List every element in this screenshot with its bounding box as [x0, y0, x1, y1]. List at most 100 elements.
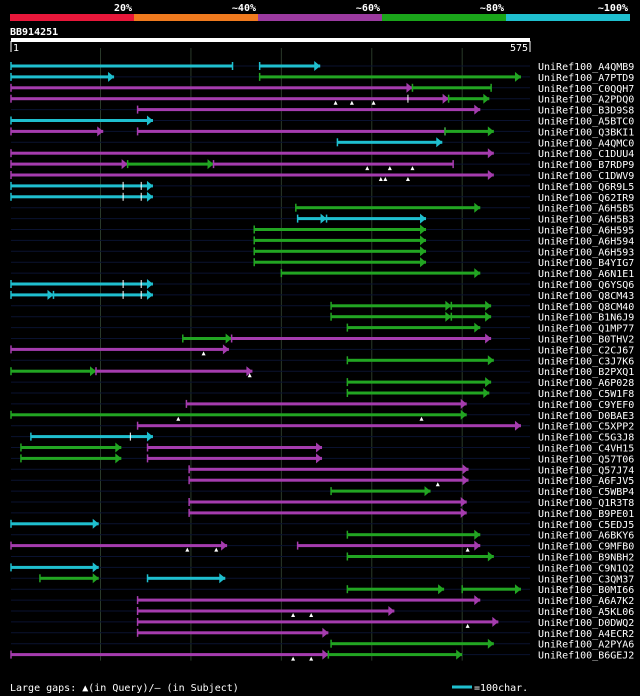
- hit-row: UniRef100_A6H5B3: [11, 213, 634, 226]
- hit-label: UniRef100_C5G3J8: [538, 433, 634, 444]
- hit-label: UniRef100_C1DUU4: [538, 149, 634, 160]
- hit-row: UniRef100_A4QMB9: [10, 61, 634, 73]
- segment-end-arrow: [474, 595, 481, 606]
- hit-label: UniRef100_A6H593: [538, 247, 634, 258]
- footer-left-text: Large gaps: ▲(in Query)/— (in Subject): [10, 683, 239, 694]
- query-gap-marker: [410, 166, 415, 171]
- segment-end-arrow: [474, 268, 481, 279]
- segment-end-arrow: [460, 409, 467, 420]
- segment-end-arrow: [316, 442, 323, 453]
- hit-segment: [331, 304, 452, 308]
- hit-segment: [281, 271, 481, 275]
- hit-label: UniRef100_A5KL06: [538, 607, 634, 618]
- hit-segment: [347, 358, 494, 362]
- hit-segment: [147, 446, 323, 449]
- segment-end-arrow: [436, 137, 443, 148]
- hit-row: UniRef100_Q57T06: [11, 453, 634, 465]
- segment-end-arrow: [485, 377, 492, 388]
- segment-end-arrow: [225, 333, 232, 344]
- hit-label: UniRef100_A6H595: [538, 226, 634, 237]
- segment-end-arrow: [320, 213, 327, 224]
- hit-label: UniRef100_C3J7K6: [538, 356, 634, 367]
- hit-label: UniRef100_C9N1Q2: [538, 563, 634, 574]
- segment-end-arrow: [438, 584, 445, 595]
- hit-segment: [326, 217, 427, 221]
- segment-end-arrow: [514, 584, 521, 595]
- hit-row: UniRef100_A4QMC0: [11, 137, 634, 149]
- hit-segment: [182, 337, 232, 340]
- hit-row: UniRef100_C2CJ67: [10, 344, 634, 356]
- hit-row: UniRef100_A6FJV5: [11, 475, 634, 487]
- hit-segment: [259, 64, 321, 68]
- hit-segment: [53, 293, 153, 297]
- hit-segment: [20, 456, 122, 460]
- hit-row: UniRef100_A2PDQ0: [10, 93, 634, 106]
- query-gap-marker: [419, 416, 424, 421]
- segment-end-arrow: [483, 388, 490, 398]
- segment-end-arrow: [420, 213, 427, 224]
- hit-segment: [347, 391, 490, 395]
- hit-segment: [189, 500, 467, 504]
- hit-label: UniRef100_A7PTD9: [538, 73, 634, 84]
- segment-end-arrow: [420, 246, 427, 257]
- legend-swatch: [10, 14, 134, 21]
- segment-end-arrow: [121, 159, 128, 170]
- hit-segment: [11, 75, 115, 79]
- legend-label: ~100%: [598, 3, 628, 14]
- legend-swatch: [258, 14, 382, 21]
- query-gap-marker: [349, 100, 354, 105]
- hit-segment: [412, 86, 492, 90]
- hit-segment: [189, 478, 469, 482]
- query-gap-marker: [405, 177, 410, 181]
- query-bar: [11, 38, 530, 42]
- segment-end-arrow: [146, 289, 153, 300]
- hit-label: UniRef100_B1N6J9: [538, 313, 634, 324]
- query-gap-marker: [201, 351, 206, 356]
- hit-row: UniRef100_Q57J74: [11, 464, 634, 476]
- segment-end-arrow: [388, 606, 395, 616]
- hit-label: UniRef100_A4ECR2: [538, 629, 634, 640]
- hit-row: UniRef100_A6P028: [11, 377, 634, 389]
- hit-segment: [451, 304, 492, 308]
- segment-end-arrow: [456, 649, 463, 660]
- segment-end-arrow: [406, 82, 413, 93]
- hit-row: UniRef100_B2PXQ1: [10, 366, 634, 378]
- footer-legend: Large gaps: ▲(in Query)/— (in Subject) =1…: [10, 683, 528, 694]
- hit-label: UniRef100_C5EDJ5: [538, 520, 634, 531]
- legend-label: ~40%: [232, 3, 256, 14]
- hit-segment: [127, 162, 214, 166]
- hit-segment: [137, 129, 446, 133]
- hit-segment: [137, 620, 499, 624]
- hit-segment: [462, 587, 521, 591]
- query-gap-marker: [435, 482, 440, 487]
- hit-row: UniRef100_A6H593: [11, 246, 634, 258]
- hit-segment: [448, 97, 490, 101]
- hit-label: UniRef100_B3D9S8: [538, 106, 634, 117]
- hit-label: UniRef100_D0DWQ2: [538, 618, 634, 629]
- query-gap-marker: [378, 177, 383, 181]
- hit-segment: [328, 653, 463, 657]
- segment-end-arrow: [115, 442, 122, 453]
- hit-label: UniRef100_A2PDQ0: [538, 95, 634, 106]
- hit-label: UniRef100_C5W1F8: [538, 389, 634, 400]
- hit-segment: [11, 282, 153, 286]
- hit-segment: [254, 238, 427, 242]
- query-gap-marker: [309, 613, 314, 617]
- query-gap-marker: [291, 656, 296, 661]
- hit-segment: [347, 587, 445, 591]
- hit-row: UniRef100_B4YIG7: [11, 257, 634, 269]
- segment-end-arrow: [316, 453, 323, 464]
- hit-label: UniRef100_Q8CM40: [538, 302, 634, 313]
- hit-label: UniRef100_C1DWV9: [538, 171, 634, 182]
- hit-segment: [331, 642, 494, 646]
- hit-segment: [347, 555, 494, 558]
- hit-segment: [451, 315, 492, 319]
- hit-row: UniRef100_D0BAE3: [10, 409, 634, 422]
- hit-label: UniRef100_A4QMB9: [538, 62, 634, 73]
- segment-end-arrow: [146, 115, 153, 126]
- hit-row: UniRef100_B0THV2: [11, 333, 634, 346]
- hit-label: UniRef100_B7RDP9: [538, 160, 634, 171]
- hit-row: UniRef100_Q8CM43: [10, 289, 634, 302]
- query-gap-marker: [291, 613, 296, 617]
- hit-label: UniRef100_A4QMC0: [538, 138, 634, 149]
